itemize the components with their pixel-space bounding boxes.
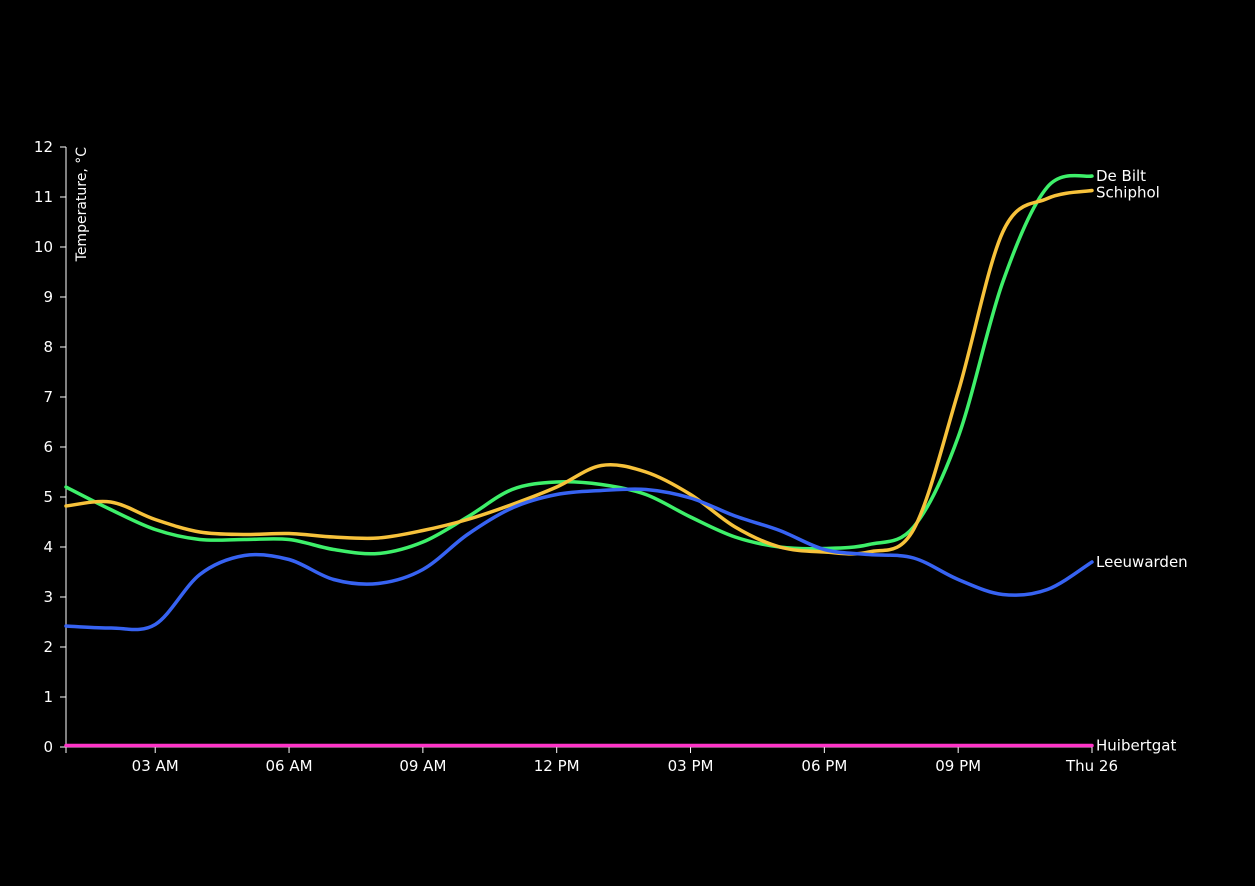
series-label-huibertgat: Huibertgat [1096,737,1176,755]
series-label-schiphol: Schiphol [1096,184,1160,202]
y-tick-label: 12 [34,138,53,156]
x-axis: 03 AM 06 AM 09 AM 12 PM 03 PM 06 PM 09 PM Thu 2… [65,746,1118,775]
series-label-leeuwarden: Leeuwarden [1096,553,1188,571]
y-tick-label: 7 [43,388,53,406]
x-tick-label: Thu 26 [1065,757,1118,775]
series-line-leeuwarden [64,487,1094,632]
y-tick-label: 6 [43,438,53,456]
y-axis-title: Temperature, °C [74,147,90,263]
x-tick-label: 12 PM [534,757,580,775]
y-tick-label: 5 [43,488,53,506]
y-tick-label: 0 [43,738,53,756]
y-tick-label: 10 [34,238,53,256]
x-tick-label: 03 PM [668,757,714,775]
series-group [64,173,1094,748]
x-tick-label: 06 AM [266,757,313,775]
y-tick-label: 11 [34,188,53,206]
series-line-de-bilt [64,173,1094,556]
series-label-de-bilt: De Bilt [1096,167,1146,185]
series-line-schiphol [64,188,1094,556]
x-tick-label: 03 AM [132,757,179,775]
y-tick-label: 2 [43,638,53,656]
y-tick-label: 9 [43,288,53,306]
x-tick-label: 09 AM [399,757,446,775]
y-tick-label: 8 [43,338,53,356]
x-tick-label: 06 PM [801,757,847,775]
y-tick-label: 1 [43,688,53,706]
y-tick-label: 3 [43,588,53,606]
y-tick-label: 4 [43,538,53,556]
x-tick-label: 09 PM [935,757,981,775]
